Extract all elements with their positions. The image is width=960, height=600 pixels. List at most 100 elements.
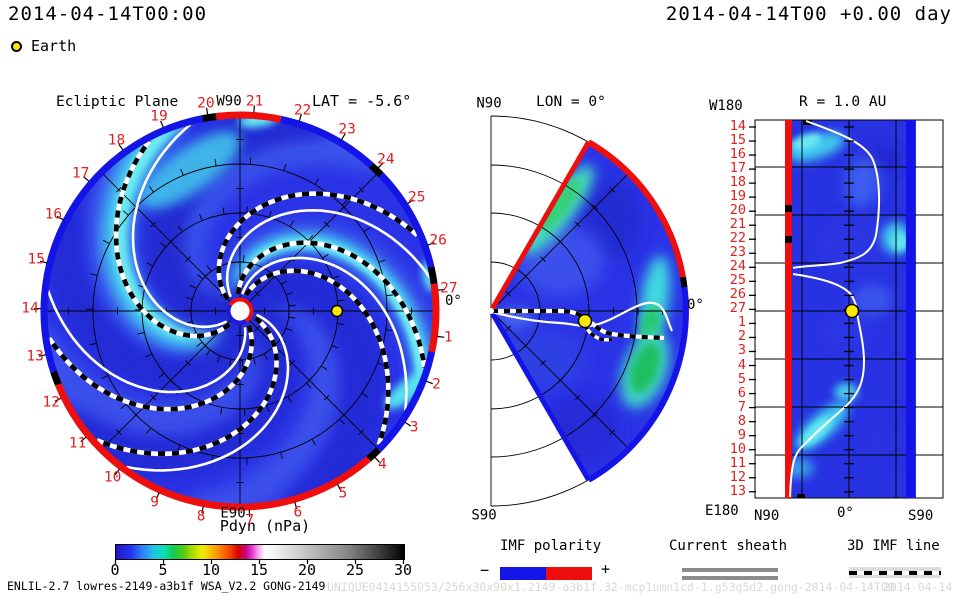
meridional-panel-title: LON = 0° (536, 94, 606, 110)
model-version-string: ENLIL-2.7 lowres-2149-a3b1f WSA_V2.2 GON… (7, 579, 326, 593)
imf-positive-swatch (546, 567, 592, 580)
meridional-zero-label: 0° (687, 297, 704, 313)
meridional-plane-map (488, 115, 689, 507)
earth-marker-meridional (577, 313, 593, 329)
rim-day-label: 6 (293, 504, 303, 521)
current-sheet-line (126, 313, 290, 472)
colorbar-tick-label: 30 (393, 561, 413, 579)
current-sheath-legend-label: Current sheath (669, 538, 788, 554)
rim-day-label: 24 (377, 151, 395, 168)
rim-polarity-segment (366, 447, 382, 462)
radial-day-label: 14 (729, 118, 746, 134)
imf-line-legend-label: 3D IMF line (847, 538, 940, 554)
imf-line-dash (244, 268, 391, 446)
imf-line-dash (492, 308, 665, 341)
radial-day-label: 10 (729, 440, 746, 457)
radial-day-label: 9 (737, 426, 746, 443)
imf-line-swatch (849, 567, 941, 578)
radial-e180-label: E180 (705, 503, 739, 519)
rim-day-label: 16 (44, 205, 63, 222)
timestamp-right: 2014-04-14T00 +0.00 day (665, 3, 952, 25)
radial-day-label: 4 (737, 356, 746, 373)
wedge-arc-polarity (680, 276, 688, 288)
rim-day-label: 27 (440, 280, 458, 297)
rim-day-label: 17 (71, 165, 90, 182)
wedge-edge-north (488, 140, 591, 313)
radial-day-label: 7 (737, 398, 746, 415)
rim-polarity-segment (40, 115, 204, 373)
radial-day-label: 13 (729, 482, 746, 499)
radial-day-label: 5 (737, 370, 746, 387)
rim-day-label: 5 (338, 485, 348, 502)
current-sheath-swatch-top (682, 568, 778, 572)
radial-day-label: 24 (729, 258, 746, 275)
earth-marker-ecliptic (330, 304, 344, 318)
imf-minus-sign: − (480, 561, 490, 579)
rim-polarity-segment (50, 370, 62, 386)
colorbar-tick-label: 10 (201, 561, 221, 579)
current-sheet-line (225, 208, 432, 298)
radial-map (749, 119, 944, 499)
rim-day-label: 19 (150, 108, 168, 125)
radial-day-label: 1 (737, 314, 746, 331)
rim-day-label: 8 (196, 508, 206, 525)
rim-day-label: 10 (103, 469, 122, 486)
rim-day-label: 13 (26, 348, 44, 365)
rim-day-label: 3 (409, 419, 419, 436)
radial-day-label: 26 (729, 286, 746, 303)
colorbar-tick-label: 0 (110, 561, 120, 579)
rim-day-label: 22 (293, 101, 312, 118)
colorbar-tick-label: 15 (249, 561, 269, 579)
imf-line-dash (235, 240, 427, 369)
earth-marker-radial (844, 303, 860, 319)
current-sheet-line (491, 301, 674, 332)
wedge-arc-polarity (586, 139, 686, 278)
radial-day-label: 25 (729, 272, 746, 289)
rim-day-label: 12 (42, 394, 60, 411)
watermark-date: 2014-04-14 (883, 580, 953, 594)
radial-s90-label: S90 (908, 508, 934, 524)
rim-day-label: 15 (27, 251, 45, 268)
ecliptic-zero-label: 0° (445, 293, 462, 309)
radial-day-label: 3 (737, 342, 746, 359)
rim-day-label: 1 (443, 329, 453, 346)
imf-line-dash (216, 191, 420, 301)
current-sheet-line (792, 120, 881, 269)
radial-day-label: 18 (729, 174, 746, 191)
rim-polarity-segment (378, 172, 435, 268)
imf-plus-sign: + (601, 560, 611, 578)
current-sheath-swatch-bottom (682, 576, 778, 580)
radial-day-label: 15 (729, 132, 746, 149)
radial-day-label: 8 (737, 412, 746, 429)
radial-zero-label: 0° (837, 505, 854, 521)
colorbar-tick-label: 5 (158, 561, 168, 579)
rim-day-label: 25 (408, 189, 426, 206)
rim-day-label: 14 (21, 299, 39, 316)
timestamp-left: 2014-04-14T00:00 (8, 3, 208, 25)
radial-day-label: 20 (729, 202, 746, 219)
radial-day-label: 27 (729, 300, 746, 317)
radial-panel-title: R = 1.0 AU (799, 94, 887, 110)
imf-negative-swatch (500, 567, 546, 580)
rim-day-label: 26 (429, 232, 447, 249)
rim-day-label: 20 (197, 95, 215, 112)
map-edge-negative (906, 120, 915, 498)
radial-day-label: 2 (737, 328, 746, 345)
meridional-n90-label: N90 (476, 95, 502, 112)
wedge-arc-polarity (586, 286, 689, 483)
imf-line-dash (95, 316, 279, 457)
imf-line-dash (46, 324, 255, 412)
imf-line-dash-pattern (849, 570, 941, 575)
ecliptic-e90-label: E90 (220, 505, 246, 522)
rim-day-label: 9 (150, 494, 159, 511)
ecliptic-w90-label: W90 (216, 93, 242, 110)
rim-polarity-segment (376, 351, 436, 453)
earth-legend-icon (11, 41, 22, 52)
colorbar-gradient (115, 544, 405, 560)
rim-day-label: 23 (338, 121, 356, 138)
radial-day-label: 16 (729, 146, 746, 163)
radial-day-label: 12 (729, 468, 746, 485)
watermark-text: UNIQUE0414155053/256x30x90x1.2149-a3b1f.… (327, 580, 895, 594)
ecliptic-plane-map (34, 105, 445, 517)
sun-marker (488, 308, 494, 314)
